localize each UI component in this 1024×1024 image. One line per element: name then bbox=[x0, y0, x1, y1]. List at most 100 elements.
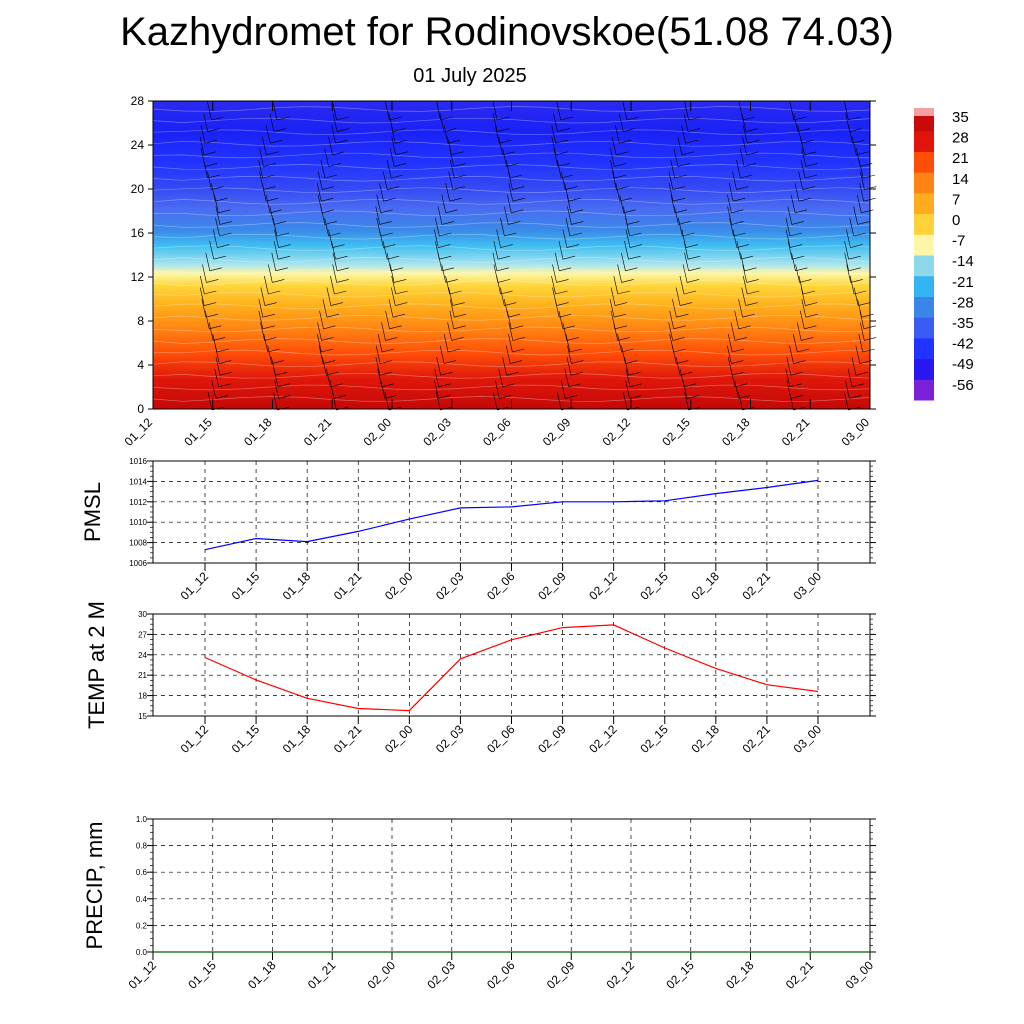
wind-barb bbox=[852, 136, 869, 156]
wind-barb bbox=[624, 357, 641, 376]
wind-barb bbox=[496, 229, 513, 248]
wind-barb bbox=[682, 380, 700, 399]
cross-section-panel: 0 4 8 12 16 20 24 28 01_12 01_15 01_18 01_21 02_00 02… bbox=[122, 94, 877, 449]
wind-barb bbox=[203, 113, 220, 132]
wind-barb bbox=[567, 206, 584, 225]
wind-barb bbox=[332, 264, 349, 283]
x-tick-label: 02_09 bbox=[535, 569, 569, 603]
wind-barb bbox=[728, 183, 746, 202]
wind-barb bbox=[552, 287, 569, 306]
colorbar-swatch bbox=[914, 255, 934, 277]
wind-barb bbox=[505, 345, 523, 364]
wind-barb bbox=[332, 101, 349, 121]
y-tick-label: 0.6 bbox=[136, 868, 148, 877]
wind-barb bbox=[674, 206, 691, 225]
x-tick-label: 01_21 bbox=[301, 415, 335, 449]
wind-barb bbox=[322, 299, 339, 318]
wind-barb bbox=[610, 310, 628, 330]
wind-barb bbox=[492, 113, 510, 132]
wind-barb bbox=[498, 368, 515, 388]
y-tick-label: 4 bbox=[137, 358, 144, 372]
wind-barb bbox=[622, 101, 639, 121]
wind-barb bbox=[331, 241, 348, 260]
chart-subtitle: 01 July 2025 bbox=[413, 65, 527, 87]
contour-line bbox=[152, 152, 871, 159]
contour-line bbox=[152, 314, 871, 321]
wind-barb bbox=[798, 171, 815, 190]
wind-barb bbox=[448, 171, 465, 190]
wind-barb bbox=[670, 159, 687, 179]
wind-barb bbox=[566, 357, 584, 376]
contour-line bbox=[152, 349, 871, 356]
wind-barb bbox=[264, 275, 281, 295]
wind-barb bbox=[681, 229, 698, 248]
wind-barb bbox=[741, 113, 758, 132]
contour-line bbox=[152, 187, 871, 193]
wind-barb bbox=[441, 194, 458, 214]
wind-barb bbox=[199, 287, 217, 306]
y-tick-label: 0.4 bbox=[136, 895, 148, 904]
wind-barb bbox=[449, 299, 467, 318]
wind-barb bbox=[269, 113, 286, 132]
colorbar-swatch bbox=[914, 337, 934, 360]
y-tick-label: 0.0 bbox=[136, 948, 148, 957]
wind-barb bbox=[738, 299, 755, 318]
wind-barb bbox=[211, 380, 228, 399]
wind-barb bbox=[787, 241, 805, 260]
wind-barb bbox=[330, 275, 347, 295]
wind-barb bbox=[668, 322, 685, 341]
wind-barb bbox=[493, 264, 510, 283]
wind-barb bbox=[851, 357, 868, 376]
x-tick-label: 01_15 bbox=[229, 569, 263, 603]
wind-barb bbox=[621, 252, 638, 272]
wind-barb bbox=[683, 241, 701, 260]
wind-barb bbox=[504, 206, 521, 225]
wind-barb bbox=[556, 159, 574, 179]
contour-line bbox=[152, 384, 871, 391]
wind-barb bbox=[376, 194, 393, 214]
wind-barb bbox=[375, 357, 392, 376]
wind-barb bbox=[500, 287, 517, 306]
wind-barb bbox=[324, 148, 341, 167]
wind-barb bbox=[205, 252, 222, 272]
wind-barb bbox=[793, 113, 810, 132]
wind-barb bbox=[439, 345, 457, 364]
wind-barb bbox=[389, 148, 407, 167]
x-tick-label: 01_21 bbox=[305, 958, 339, 992]
y-tick-label: 16 bbox=[131, 226, 145, 240]
wind-barb bbox=[271, 252, 288, 272]
wind-barb bbox=[670, 194, 688, 214]
wind-barb bbox=[729, 217, 746, 237]
wind-barb bbox=[679, 275, 697, 295]
x-tick-label: 01_18 bbox=[280, 569, 314, 603]
x-tick-label: 01_12 bbox=[122, 415, 156, 449]
wind-barb bbox=[848, 125, 865, 144]
colorbar-label: -42 bbox=[952, 336, 974, 353]
wind-barb bbox=[800, 136, 817, 156]
wind-barb bbox=[794, 183, 812, 202]
wind-barb bbox=[787, 206, 804, 225]
wind-barb bbox=[207, 101, 224, 121]
wind-barb bbox=[846, 264, 863, 283]
wind-barb bbox=[844, 252, 861, 272]
wind-barb bbox=[789, 101, 806, 121]
wind-barb bbox=[786, 380, 803, 399]
colorbar-label: -21 bbox=[952, 274, 974, 291]
wind-barb bbox=[567, 345, 584, 364]
y-tick-label: 8 bbox=[137, 314, 144, 328]
wind-barb bbox=[258, 299, 275, 318]
wind-barb bbox=[609, 299, 627, 318]
wind-barb bbox=[207, 171, 224, 190]
wind-barb bbox=[801, 299, 818, 318]
contour-line bbox=[152, 280, 871, 286]
wind-barb bbox=[391, 275, 408, 295]
wind-barb bbox=[259, 148, 276, 167]
wind-barb bbox=[388, 113, 406, 132]
contour-line bbox=[152, 257, 871, 263]
colorbar-label: 28 bbox=[952, 130, 969, 147]
x-tick-label: 02_06 bbox=[484, 569, 518, 603]
wind-barb bbox=[673, 148, 690, 167]
wind-barb bbox=[502, 357, 519, 376]
wind-barb bbox=[200, 125, 218, 144]
y-tick-label: 30 bbox=[138, 610, 147, 619]
